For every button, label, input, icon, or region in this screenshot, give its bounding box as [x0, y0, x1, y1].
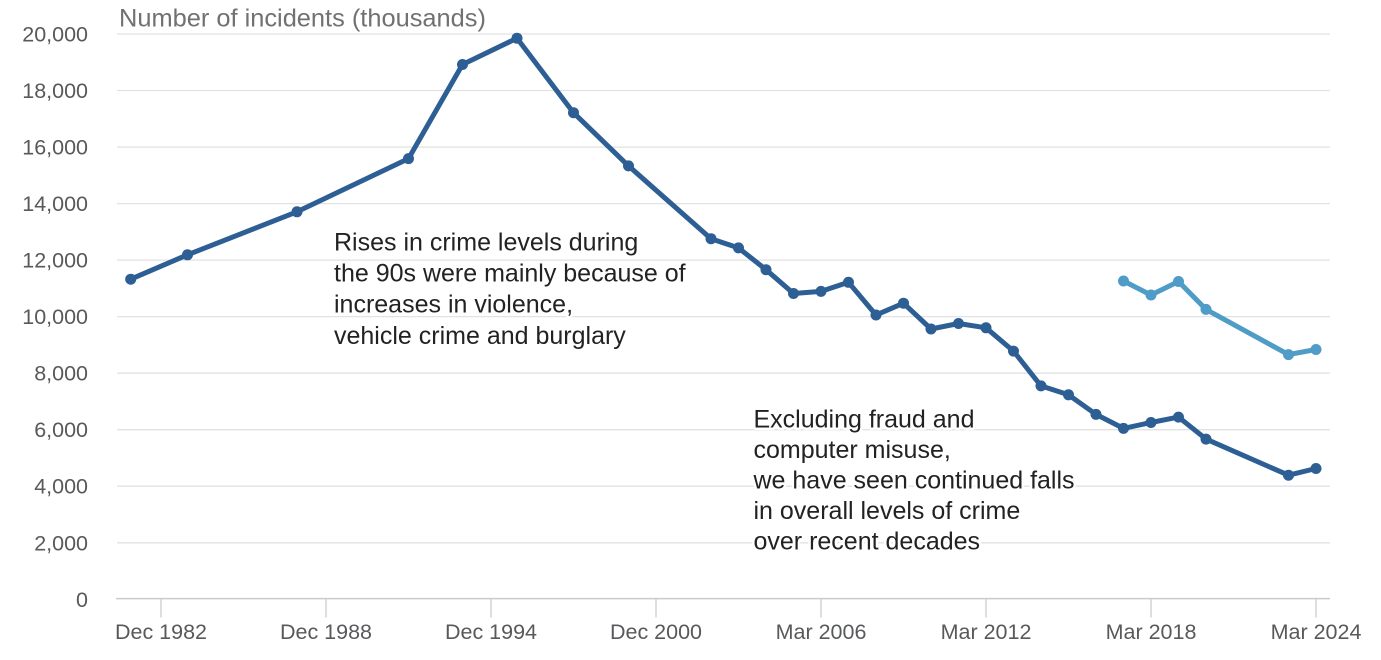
- svg-text:Excluding fraud and: Excluding fraud and: [754, 406, 975, 434]
- svg-text:Number of incidents (thousands: Number of incidents (thousands): [119, 5, 486, 33]
- svg-text:10,000: 10,000: [22, 305, 88, 329]
- svg-text:8,000: 8,000: [34, 362, 88, 386]
- svg-text:computer misuse,: computer misuse,: [754, 436, 951, 464]
- svg-text:Dec 1988: Dec 1988: [280, 620, 372, 644]
- svg-text:the 90s were mainly because of: the 90s were mainly because of: [334, 260, 686, 288]
- svg-text:2,000: 2,000: [34, 531, 88, 555]
- svg-text:Mar 2006: Mar 2006: [776, 620, 867, 644]
- svg-text:16,000: 16,000: [22, 136, 88, 160]
- svg-text:0: 0: [76, 588, 88, 612]
- svg-text:in overall levels of crime: in overall levels of crime: [754, 497, 1021, 525]
- svg-text:18,000: 18,000: [22, 79, 88, 103]
- svg-text:Dec 1982: Dec 1982: [115, 620, 207, 644]
- svg-text:over recent decades: over recent decades: [754, 528, 981, 556]
- svg-text:12,000: 12,000: [22, 249, 88, 273]
- svg-text:Dec 2000: Dec 2000: [610, 620, 702, 644]
- svg-text:Dec 1994: Dec 1994: [445, 620, 537, 644]
- svg-text:6,000: 6,000: [34, 418, 88, 442]
- svg-text:increases in violence,: increases in violence,: [334, 291, 573, 319]
- svg-text:20,000: 20,000: [22, 23, 88, 47]
- svg-text:4,000: 4,000: [34, 475, 88, 499]
- svg-text:we have seen continued falls: we have seen continued falls: [753, 467, 1075, 495]
- svg-text:Rises in crime levels during: Rises in crime levels during: [334, 229, 638, 257]
- svg-text:14,000: 14,000: [22, 192, 88, 216]
- svg-text:Mar 2018: Mar 2018: [1106, 620, 1197, 644]
- svg-text:Mar 2012: Mar 2012: [941, 620, 1032, 644]
- svg-text:vehicle crime and burglary: vehicle crime and burglary: [334, 322, 626, 350]
- svg-text:Mar 2024: Mar 2024: [1271, 620, 1362, 644]
